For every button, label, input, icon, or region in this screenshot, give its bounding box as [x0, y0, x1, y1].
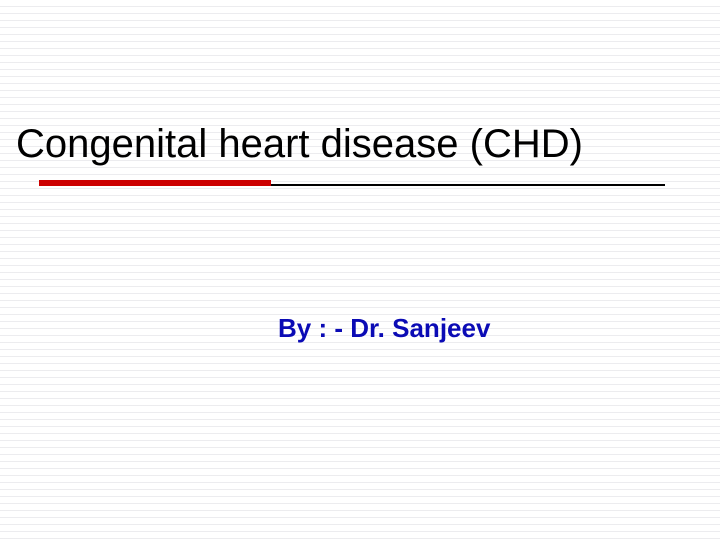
title-underline-red [39, 180, 271, 186]
author-line: By : - Dr. Sanjeev [278, 313, 490, 344]
slide-title: Congenital heart disease (CHD) [16, 122, 583, 167]
title-underline-black [271, 184, 665, 186]
